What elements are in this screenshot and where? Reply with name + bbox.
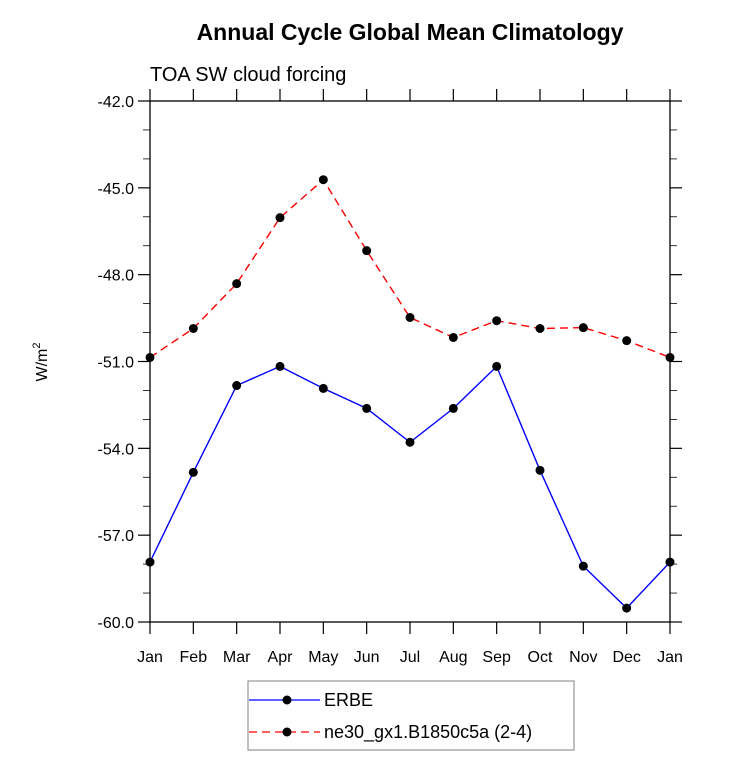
- y-tick-label: -60.0: [98, 615, 135, 632]
- chart-title: Annual Cycle Global Mean Climatology: [197, 19, 624, 45]
- series-erbe: [145, 361, 675, 613]
- y-axis-label-text: W/m: [34, 349, 51, 382]
- svg-text:W/m2: W/m2: [31, 343, 51, 382]
- x-tick-label: Jan: [657, 649, 683, 666]
- x-tick-label: Jan: [137, 649, 163, 666]
- series-model: [145, 175, 675, 362]
- data-point: [578, 561, 588, 571]
- y-tick-label: -54.0: [98, 441, 135, 458]
- x-tick-label: Apr: [268, 649, 294, 666]
- legend: ERBE ne30_gx1.B1850c5a (2-4): [247, 680, 575, 751]
- data-point: [275, 361, 285, 371]
- data-point: [535, 324, 545, 334]
- x-tick-label: Jul: [400, 649, 420, 666]
- legend-marker-erbe: [282, 695, 292, 705]
- data-point: [145, 352, 155, 362]
- plot-frame: [149, 100, 671, 623]
- data-point: [622, 603, 632, 613]
- x-tick-label: Aug: [439, 649, 467, 666]
- data-point: [232, 381, 242, 391]
- data-point: [578, 323, 588, 333]
- data-point: [318, 175, 328, 185]
- legend-box: [247, 680, 575, 751]
- y-tick-label: -57.0: [98, 528, 135, 545]
- data-point: [405, 313, 415, 323]
- x-tick-label: Sep: [482, 649, 511, 666]
- series-line: [149, 178, 671, 359]
- data-point: [145, 557, 155, 567]
- data-point: [232, 279, 242, 289]
- y-tick-label: -45.0: [98, 181, 135, 198]
- data-point: [492, 316, 502, 326]
- data-point: [362, 403, 372, 413]
- data-point: [275, 213, 285, 223]
- data-point: [362, 246, 372, 256]
- series-line: [149, 365, 671, 610]
- data-point: [405, 437, 415, 447]
- y-axis-label-superscript: 2: [31, 343, 43, 349]
- x-tick-label: Jun: [354, 649, 380, 666]
- data-point: [188, 324, 198, 334]
- legend-item-model: ne30_gx1.B1850c5a (2-4): [249, 722, 532, 743]
- data-point: [665, 557, 675, 567]
- y-axis-label: W/m2: [31, 343, 51, 382]
- data-point: [492, 361, 502, 371]
- axes: [138, 89, 682, 634]
- legend-marker-model: [282, 727, 292, 737]
- data-point: [622, 336, 632, 346]
- y-tick-label: -42.0: [98, 94, 135, 111]
- x-tick-label: May: [308, 649, 338, 666]
- x-tick-label: Nov: [569, 649, 597, 666]
- data-point: [665, 352, 675, 362]
- chart-subtitle: TOA SW cloud forcing: [150, 64, 346, 86]
- x-tick-labels: Jan Feb Mar Apr May Jun Jul Aug Sep Oct Nov Dec Jan: [137, 649, 683, 666]
- legend-label-model: ne30_gx1.B1850c5a (2-4): [324, 722, 532, 743]
- y-tick-labels: -42.0 -45.0 -48.0 -51.0 -54.0 -57.0 -60.0: [98, 94, 135, 632]
- series-layer: [145, 175, 675, 613]
- x-tick-label: Oct: [528, 649, 553, 666]
- legend-item-erbe: ERBE: [249, 690, 373, 710]
- data-point: [448, 403, 458, 413]
- x-tick-label: Dec: [612, 649, 640, 666]
- y-tick-label: -51.0: [98, 355, 135, 372]
- data-point: [318, 383, 328, 393]
- legend-label-erbe: ERBE: [324, 690, 373, 710]
- x-tick-label: Feb: [180, 649, 208, 666]
- x-tick-label: Mar: [223, 649, 251, 666]
- data-point: [188, 467, 198, 477]
- data-point: [448, 332, 458, 342]
- y-tick-label: -48.0: [98, 268, 135, 285]
- data-point: [535, 465, 545, 475]
